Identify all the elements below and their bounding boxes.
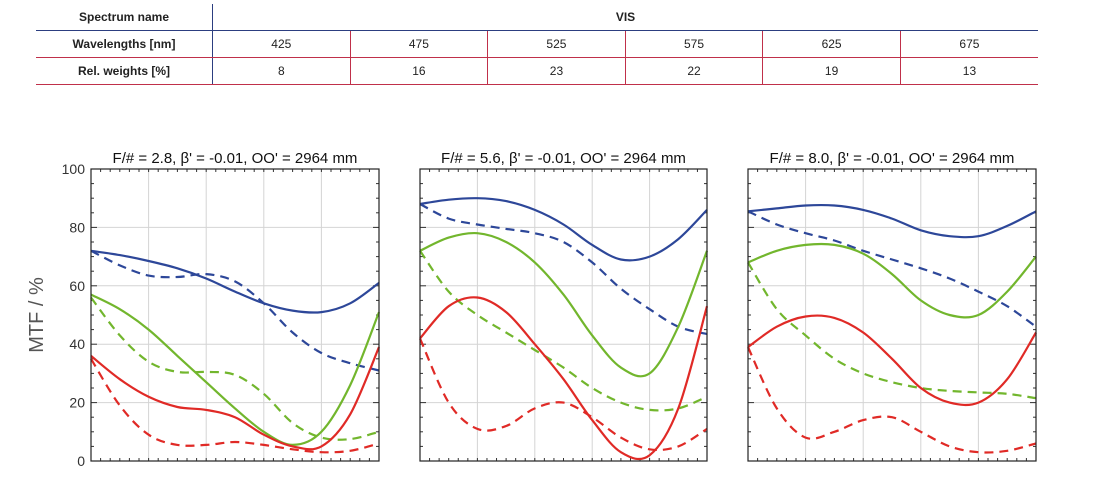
weight-cell: 13 [900,57,1038,85]
plot-frame [90,168,380,462]
plot-frame [419,168,708,462]
mtf-curve-green-dashed [419,250,708,412]
wavelengths-label: Wavelengths [nm] [36,30,213,58]
mtf-curve-green-solid [747,242,1037,319]
mtf-curve-blue-dashed [419,203,708,336]
mtf-curve-red-dashed [418,337,708,452]
mtf-curve-blue-solid [419,197,708,262]
weights-row: Rel. weights [%] 8 16 23 22 19 13 [36,57,1038,85]
weight-cell: 16 [350,57,489,85]
mtf-curve-red-dashed [747,346,1037,454]
wavelengths-row: Wavelengths [nm] 425 475 525 575 625 675 [36,30,1038,58]
wavelength-cell: 475 [350,30,489,58]
plot-frame [747,168,1037,462]
wavelength-cell: 625 [762,30,901,58]
mtf-curve-red-solid [90,346,381,451]
y-tick-label: 0 [77,453,85,469]
spectrum-table: Spectrum name VIS Wavelengths [nm] 425 4… [36,4,1038,85]
wavelength-cell: 425 [212,30,351,58]
wavelength-cell: 525 [487,30,626,58]
mtf-curve-blue-solid [747,203,1037,239]
weight-cell: 23 [487,57,626,85]
y-tick-label: 60 [69,278,85,294]
y-tick-label: 20 [69,395,85,411]
chart-title: F/# = 8.0, β' = -0.01, OO' = 2964 mm [770,150,1015,167]
mtf-curve-red-dashed [90,358,380,454]
wavelength-cell: 575 [625,30,764,58]
weight-cell: 19 [762,57,901,85]
wavelength-cell: 675 [900,30,1038,58]
weight-cell: 8 [212,57,351,85]
mtf-curve-green-solid [419,231,709,378]
mtf-curve-red-solid [419,296,709,461]
spectrum-name-label: Spectrum name [36,4,213,31]
chart-title: F/# = 2.8, β' = -0.01, OO' = 2964 mm [113,150,358,167]
y-axis-label: MTF / % [26,277,48,353]
chart-title: F/# = 5.6, β' = -0.01, OO' = 2964 mm [441,150,686,167]
mtf-curve-blue-solid [90,249,380,314]
mtf-curve-green-dashed [747,261,1037,400]
spectrum-name-value: VIS [212,4,1038,31]
spectrum-row: Spectrum name VIS [36,4,1038,31]
mtf-curve-red-solid [747,314,1037,407]
weight-cell: 22 [625,57,764,85]
y-tick-label: 40 [69,336,85,352]
weights-label: Rel. weights [%] [36,57,213,85]
y-tick-label: 100 [62,161,86,177]
mtf-curve-green-solid [90,293,381,447]
y-tick-label: 80 [69,219,85,235]
mtf-curve-blue-dashed [90,249,380,372]
mtf-curve-blue-dashed [747,210,1037,328]
